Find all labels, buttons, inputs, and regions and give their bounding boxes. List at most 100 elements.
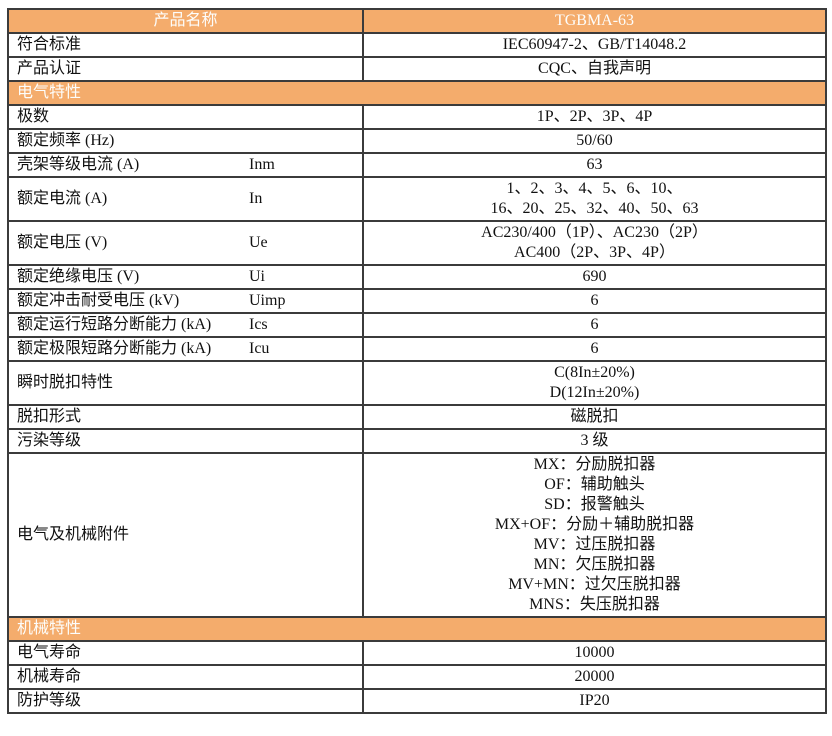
spec-symbol: Ics <box>249 316 268 333</box>
spec-label: 电气及机械附件 <box>17 526 130 543</box>
spec-label: 防护等级 <box>17 692 82 709</box>
spec-label: 符合标准 <box>17 36 82 53</box>
spec-value: 1、2、3、4、5、6、10、 16、20、25、32、40、50、63 <box>362 176 827 222</box>
spec-label: 机械寿命 <box>17 668 82 685</box>
spec-row: 机械寿命 20000 <box>7 664 827 690</box>
spec-row: 额定极限短路分断能力 (kA) Icu 6 <box>7 336 827 362</box>
spec-label-cell: 额定电流 (A) In <box>7 176 364 222</box>
spec-label-wrap: 机械寿命 <box>17 667 358 687</box>
spec-label-cell: 防护等级 <box>7 688 364 714</box>
spec-symbol: Uimp <box>249 292 286 309</box>
spec-label-cell: 电气寿命 <box>7 640 364 666</box>
spec-row: 极数 1P、2P、3P、4P <box>7 104 827 130</box>
section-title: 电气特性 <box>7 80 827 106</box>
spec-value: 6 <box>362 312 827 338</box>
spec-row: 符合标准 IEC60947-2、GB/T14048.2 <box>7 32 827 58</box>
spec-symbol: Ue <box>249 234 268 251</box>
spec-label-cell: 额定电压 (V) Ue <box>7 220 364 266</box>
spec-label-wrap: 防护等级 <box>17 691 358 711</box>
spec-label-cell: 额定冲击耐受电压 (kV) Uimp <box>7 288 364 314</box>
spec-label-wrap: 额定电压 (V) Ue <box>17 233 358 253</box>
spec-label-cell: 额定频率 (Hz) <box>7 128 364 154</box>
spec-label-cell: 电气及机械附件 <box>7 452 364 618</box>
product-model-header: TGBMA-63 <box>362 8 827 34</box>
spec-label-cell: 极数 <box>7 104 364 130</box>
spec-label: 额定电流 (A) <box>17 190 108 207</box>
spec-row: 电气及机械附件 MX：分励脱扣器 OF：辅助触头 SD：报警触头 MX+OF：分励… <box>7 452 827 618</box>
spec-value: MX：分励脱扣器 OF：辅助触头 SD：报警触头 MX+OF：分励＋辅助脱扣器 … <box>362 452 827 618</box>
spec-value: 50/60 <box>362 128 827 154</box>
section-header-row: 机械特性 <box>7 616 827 642</box>
spec-label-wrap: 脱扣形式 <box>17 407 358 427</box>
spec-label: 额定绝缘电压 (V) <box>17 268 140 285</box>
product-name-header: 产品名称 <box>7 8 364 34</box>
spec-table-body: 产品名称 TGBMA-63 符合标准 IEC60947-2、GB/T14048.2 产品… <box>7 8 827 714</box>
spec-label: 污染等级 <box>17 432 82 449</box>
spec-value: 10000 <box>362 640 827 666</box>
spec-label-wrap: 极数 <box>17 107 358 127</box>
spec-label-cell: 壳架等级电流 (A) Inm <box>7 152 364 178</box>
spec-row: 防护等级 IP20 <box>7 688 827 714</box>
spec-label-wrap: 额定运行短路分断能力 (kA) Ics <box>17 315 358 335</box>
spec-label-cell: 额定极限短路分断能力 (kA) Icu <box>7 336 364 362</box>
spec-value: 6 <box>362 288 827 314</box>
spec-label: 额定极限短路分断能力 (kA) <box>17 340 212 357</box>
spec-row: 脱扣形式 磁脱扣 <box>7 404 827 430</box>
spec-row: 电气寿命 10000 <box>7 640 827 666</box>
spec-row: 额定冲击耐受电压 (kV) Uimp 6 <box>7 288 827 314</box>
product-spec-table: 产品名称 TGBMA-63 符合标准 IEC60947-2、GB/T14048.2 产品… <box>7 8 827 714</box>
spec-value: 3 级 <box>362 428 827 454</box>
spec-value: 63 <box>362 152 827 178</box>
spec-label: 电气寿命 <box>17 644 82 661</box>
spec-label-wrap: 电气寿命 <box>17 643 358 663</box>
spec-label: 瞬时脱扣特性 <box>17 374 114 391</box>
spec-value: CQC、自我声明 <box>362 56 827 82</box>
spec-label: 产品认证 <box>17 60 82 77</box>
spec-label-cell: 脱扣形式 <box>7 404 364 430</box>
spec-label: 额定运行短路分断能力 (kA) <box>17 316 212 333</box>
spec-label: 壳架等级电流 (A) <box>17 156 140 173</box>
spec-label-wrap: 壳架等级电流 (A) Inm <box>17 155 358 175</box>
spec-row: 额定频率 (Hz) 50/60 <box>7 128 827 154</box>
spec-symbol: Icu <box>249 340 270 357</box>
section-title: 机械特性 <box>7 616 827 642</box>
spec-value: IEC60947-2、GB/T14048.2 <box>362 32 827 58</box>
table-title-row: 产品名称 TGBMA-63 <box>7 8 827 34</box>
spec-symbol: Inm <box>249 156 275 173</box>
spec-label-cell: 符合标准 <box>7 32 364 58</box>
spec-label-cell: 额定绝缘电压 (V) Ui <box>7 264 364 290</box>
spec-label-wrap: 产品认证 <box>17 59 358 79</box>
spec-label-cell: 额定运行短路分断能力 (kA) Ics <box>7 312 364 338</box>
spec-label-wrap: 额定电流 (A) In <box>17 189 358 209</box>
spec-label-wrap: 额定频率 (Hz) <box>17 131 358 151</box>
spec-row: 额定绝缘电压 (V) Ui 690 <box>7 264 827 290</box>
spec-label-cell: 瞬时脱扣特性 <box>7 360 364 406</box>
spec-symbol: Ui <box>249 268 265 285</box>
spec-row: 额定电流 (A) In 1、2、3、4、5、6、10、 16、20、25、32、40… <box>7 176 827 222</box>
spec-label-wrap: 污染等级 <box>17 431 358 451</box>
spec-label-cell: 产品认证 <box>7 56 364 82</box>
spec-label-cell: 机械寿命 <box>7 664 364 690</box>
spec-label-wrap: 电气及机械附件 <box>17 525 358 545</box>
spec-row: 污染等级 3 级 <box>7 428 827 454</box>
spec-row: 瞬时脱扣特性 C(8In±20%) D(12In±20%) <box>7 360 827 406</box>
spec-value: 690 <box>362 264 827 290</box>
spec-value: 磁脱扣 <box>362 404 827 430</box>
spec-value: C(8In±20%) D(12In±20%) <box>362 360 827 406</box>
spec-value: IP20 <box>362 688 827 714</box>
spec-label: 额定电压 (V) <box>17 234 108 251</box>
spec-row: 额定运行短路分断能力 (kA) Ics 6 <box>7 312 827 338</box>
spec-label: 额定冲击耐受电压 (kV) <box>17 292 180 309</box>
spec-label-wrap: 额定绝缘电压 (V) Ui <box>17 267 358 287</box>
spec-symbol: In <box>249 190 263 207</box>
spec-value: 20000 <box>362 664 827 690</box>
spec-value: 1P、2P、3P、4P <box>362 104 827 130</box>
spec-label-cell: 污染等级 <box>7 428 364 454</box>
spec-value: 6 <box>362 336 827 362</box>
spec-label-wrap: 符合标准 <box>17 35 358 55</box>
spec-row: 额定电压 (V) Ue AC230/400（1P）、AC230（2P） AC400（… <box>7 220 827 266</box>
spec-label-wrap: 瞬时脱扣特性 <box>17 373 358 393</box>
spec-label: 极数 <box>17 108 50 125</box>
spec-label: 额定频率 (Hz) <box>17 132 115 149</box>
spec-label: 脱扣形式 <box>17 408 82 425</box>
